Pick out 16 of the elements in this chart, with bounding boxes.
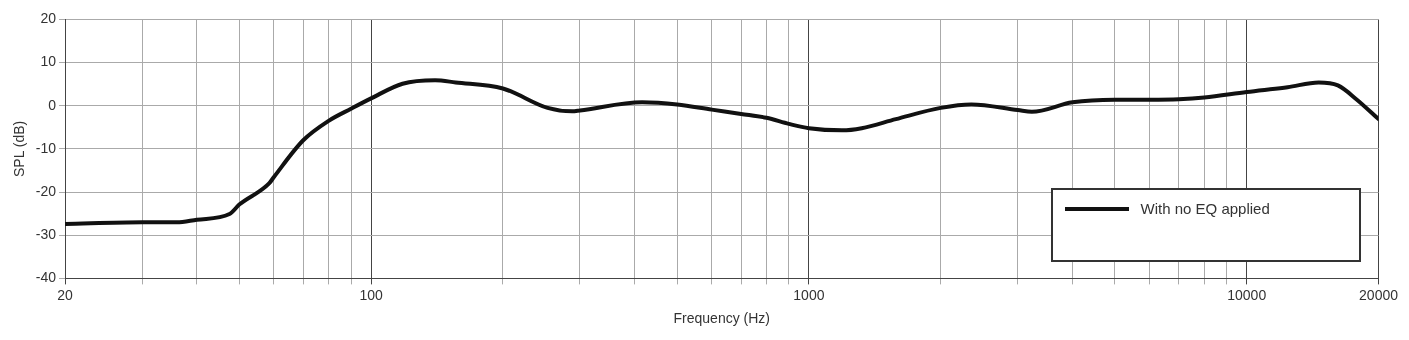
x-tick-label: 10000: [1227, 286, 1267, 303]
x-tick-label: 100: [359, 286, 383, 303]
x-tick-label: 20000: [1359, 286, 1399, 303]
legend-label: With no EQ applied: [1140, 200, 1270, 218]
y-tick-label: -30: [35, 226, 57, 243]
x-tick-label: 1000: [793, 286, 825, 303]
y-tick-label: 0: [48, 96, 57, 113]
x-tick-label: 20: [57, 286, 74, 303]
y-tick-label: -10: [35, 139, 57, 156]
y-tick-label: 10: [40, 53, 57, 70]
x-axis-title: Frequency (Hz): [673, 310, 771, 327]
legend-box: With no EQ applied: [1050, 188, 1361, 263]
y-tick-label: 20: [40, 10, 57, 27]
y-tick-label: -40: [35, 269, 57, 286]
y-axis-title: SPL (dB): [11, 120, 28, 178]
y-tick-label: -20: [35, 182, 57, 199]
